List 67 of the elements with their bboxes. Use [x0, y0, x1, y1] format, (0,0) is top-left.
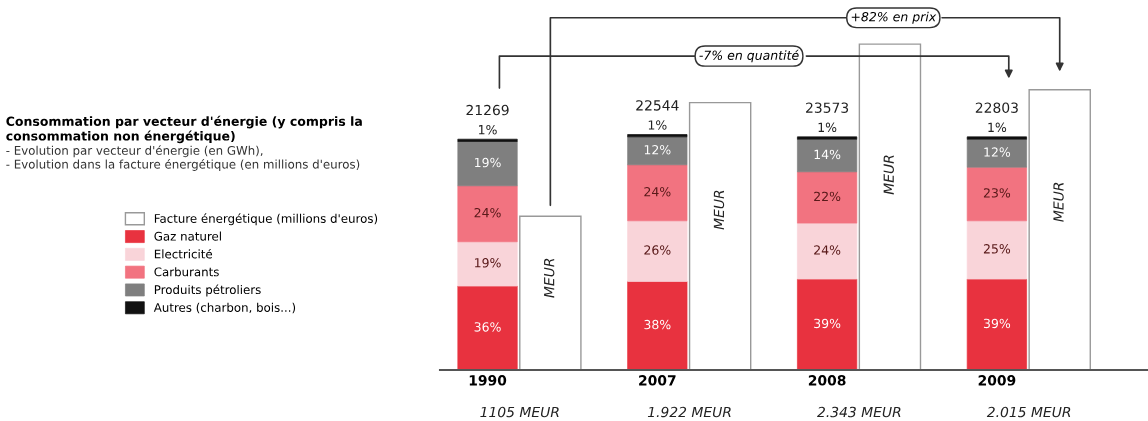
text: Consommation par vecteur d'énergie (y compris la consommation non énergétique) — [6, 115, 362, 144]
bar — [797, 136, 858, 140]
x-tick-label: 1990 — [469, 375, 507, 386]
bar — [858, 43, 922, 370]
annotation: 22544 — [636, 100, 679, 111]
bar — [797, 222, 858, 280]
data-label: 38% — [644, 319, 671, 330]
data-label: 12% — [644, 145, 671, 155]
data-label: 19% — [475, 157, 501, 168]
data-label: 24% — [814, 245, 841, 255]
bar — [457, 138, 518, 142]
data-label: 1% — [479, 124, 497, 135]
bar — [627, 134, 688, 138]
bar — [797, 278, 858, 370]
bar — [966, 138, 1027, 168]
data-label: 1% — [988, 122, 1007, 133]
bar — [627, 136, 688, 166]
annotation: MEUR — [1053, 182, 1064, 222]
data-label: 39% — [814, 318, 841, 329]
data-label: 12% — [984, 147, 1011, 157]
data-label: 14% — [814, 149, 841, 160]
x-tick-label: 2008 — [808, 375, 846, 386]
x-tick-label: 2009 — [978, 375, 1016, 386]
text: - Evolution par vecteur d'énergie (en GWh), - Evolution dans la facture énergétique (en millions d'euros) — [6, 145, 360, 171]
data-label: 24% — [644, 186, 671, 197]
bar — [627, 220, 688, 282]
bar — [457, 241, 518, 287]
data-label: 1105 MEUR — [480, 406, 559, 418]
bar — [627, 164, 688, 222]
data-label: 19% — [475, 258, 501, 268]
data-label: 1% — [648, 120, 667, 130]
annotation: MEUR — [883, 155, 894, 195]
data-label: 39% — [983, 318, 1011, 329]
data-label: 25% — [983, 244, 1011, 254]
annotation: 21269 — [466, 104, 509, 116]
data-label: 1.922 MEUR — [647, 406, 731, 418]
text: -7% en quantité — [699, 49, 799, 63]
bar — [966, 136, 1027, 140]
legend-label: Electricité — [154, 248, 213, 259]
data-label: 2.015 MEUR — [986, 406, 1071, 418]
bar — [457, 185, 518, 243]
bar — [797, 138, 858, 173]
legend-label: Carburants — [154, 267, 219, 277]
data-label: 23% — [983, 188, 1011, 198]
bar — [1028, 89, 1091, 370]
bar — [966, 278, 1027, 370]
bar — [688, 101, 752, 370]
data-label: 36% — [474, 322, 501, 332]
bar — [966, 220, 1027, 280]
text: +82% en prix — [851, 11, 937, 24]
bar — [966, 166, 1027, 222]
bar — [457, 141, 518, 187]
data-label: 26% — [644, 245, 671, 255]
legend-label: Autres (charbon, bois...) — [153, 302, 296, 314]
annotation: MEUR — [713, 190, 725, 230]
data-label: 24% — [474, 207, 501, 218]
annotation: 23573 — [806, 102, 849, 113]
data-label: 2.343 MEUR — [817, 406, 901, 418]
legend-label: Produits pétroliers — [154, 284, 261, 297]
legend-label: Gaz naturel — [154, 231, 221, 241]
data-label: 1% — [818, 122, 837, 133]
bar — [797, 171, 858, 224]
x-tick-label: 2007 — [639, 375, 676, 386]
data-label: 22% — [814, 191, 841, 202]
annotation: 22803 — [975, 102, 1018, 113]
annotation: MEUR — [544, 258, 555, 298]
legend-label: Facture énergétique (millions d'euros) — [154, 213, 378, 226]
